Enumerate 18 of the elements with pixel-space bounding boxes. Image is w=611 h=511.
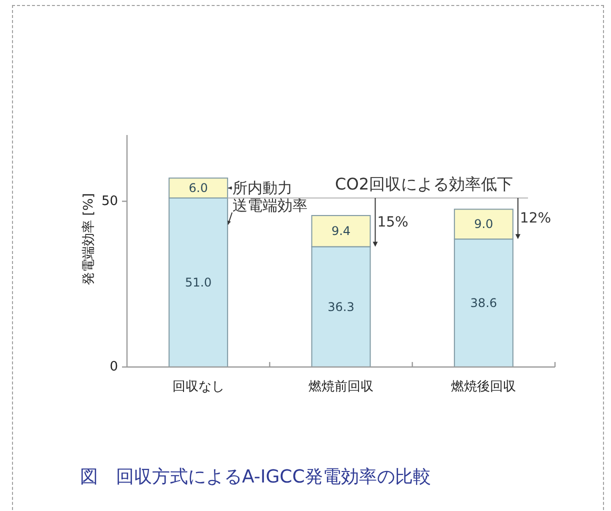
y-axis-title: 発電端効率 [%] xyxy=(80,193,96,285)
data-label: 36.3 xyxy=(328,300,354,314)
text: 図 回収方式によるA-IGCC発電効率の比較 xyxy=(80,466,431,488)
series-label: 所内動力 xyxy=(232,179,293,198)
data-label: 6.0 xyxy=(188,181,208,196)
annotation: 12% xyxy=(520,210,552,227)
data-label: 51.0 xyxy=(184,275,212,290)
series-label: 送電端効率 xyxy=(232,196,308,214)
data-label: 38.6 xyxy=(470,296,498,310)
x-tick-label: 燃焼後回収 xyxy=(451,380,516,394)
x-tick-label: 回収なし xyxy=(172,380,224,394)
data-label: 9.4 xyxy=(331,224,351,238)
x-tick-label: 燃焼前回収 xyxy=(308,380,374,394)
y-tick-label: 0 xyxy=(110,360,118,374)
y-tick-label: 50 xyxy=(101,194,118,209)
annotation: 15% xyxy=(377,214,408,230)
ref-line-label: CO2回収による効率低下 xyxy=(335,174,513,194)
data-label: 9.0 xyxy=(474,217,494,232)
